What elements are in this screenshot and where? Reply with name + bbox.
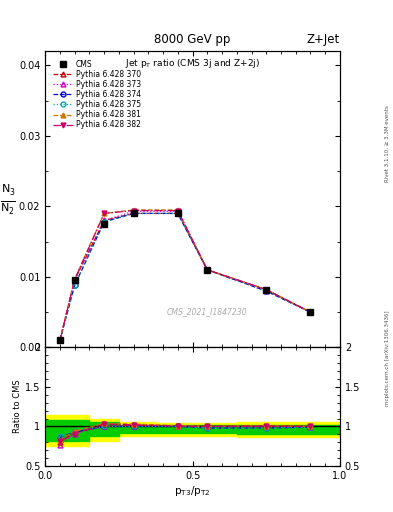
CMS (102, 221, 107, 227)
Pythia 6.428 381 (176, 207, 180, 213)
Pythia 6.428 381 (205, 267, 210, 273)
Pythia 6.428 370 (308, 309, 313, 315)
Pythia 6.428 375 (308, 309, 313, 315)
Pythia 6.428 373 (72, 276, 77, 283)
Pythia 6.428 370 (102, 218, 107, 224)
Pythia 6.428 382 (176, 207, 180, 214)
Pythia 6.428 374 (131, 210, 136, 217)
Line: Pythia 6.428 382: Pythia 6.428 382 (57, 208, 313, 343)
Pythia 6.428 374 (205, 267, 210, 273)
Pythia 6.428 373 (176, 208, 180, 215)
Pythia 6.428 375 (176, 210, 180, 217)
Text: CMS_2021_I1847230: CMS_2021_I1847230 (167, 307, 248, 316)
Line: Pythia 6.428 375: Pythia 6.428 375 (57, 211, 313, 343)
Pythia 6.428 375 (205, 267, 210, 273)
Line: Pythia 6.428 370: Pythia 6.428 370 (57, 211, 313, 343)
Pythia 6.428 370 (58, 337, 62, 344)
Text: 8000 GeV pp: 8000 GeV pp (154, 33, 231, 46)
Pythia 6.428 374 (58, 337, 62, 343)
CMS (72, 278, 77, 284)
Text: mcplots.cern.ch [arXiv:1306.3436]: mcplots.cern.ch [arXiv:1306.3436] (385, 311, 389, 406)
Pythia 6.428 381 (308, 309, 313, 315)
Line: Pythia 6.428 381: Pythia 6.428 381 (57, 207, 313, 343)
Pythia 6.428 382 (58, 337, 62, 344)
Pythia 6.428 373 (205, 267, 210, 273)
Text: Z+Jet: Z+Jet (307, 33, 340, 46)
Pythia 6.428 373 (264, 288, 269, 294)
Pythia 6.428 382 (72, 276, 77, 283)
Legend: CMS, Pythia 6.428 370, Pythia 6.428 373, Pythia 6.428 374, Pythia 6.428 375, Pyt: CMS, Pythia 6.428 370, Pythia 6.428 373,… (52, 58, 142, 131)
Pythia 6.428 382 (264, 287, 269, 293)
Pythia 6.428 381 (264, 287, 269, 293)
Pythia 6.428 373 (58, 337, 62, 343)
CMS (176, 210, 180, 217)
Pythia 6.428 382 (131, 207, 136, 214)
Pythia 6.428 374 (264, 288, 269, 294)
Pythia 6.428 370 (264, 287, 269, 293)
Pythia 6.428 375 (72, 282, 77, 288)
X-axis label: $\mathregular{p_{T3}/p_{T2}}$: $\mathregular{p_{T3}/p_{T2}}$ (174, 483, 211, 498)
Y-axis label: $\mathregular{N_3^{ }}$
$\overline{\mathregular{N_2^{ }}}$: $\mathregular{N_3^{ }}$ $\overline{\math… (0, 182, 16, 217)
Y-axis label: Ratio to CMS: Ratio to CMS (13, 380, 22, 434)
Pythia 6.428 375 (131, 210, 136, 217)
Pythia 6.428 374 (72, 282, 77, 288)
Pythia 6.428 381 (58, 337, 62, 344)
CMS (131, 210, 136, 217)
Pythia 6.428 374 (102, 219, 107, 225)
Pythia 6.428 370 (176, 210, 180, 217)
CMS (264, 287, 269, 293)
Pythia 6.428 382 (308, 309, 313, 315)
CMS (308, 309, 313, 315)
Line: Pythia 6.428 373: Pythia 6.428 373 (57, 209, 313, 343)
Line: Pythia 6.428 374: Pythia 6.428 374 (57, 211, 313, 343)
Pythia 6.428 375 (58, 337, 62, 343)
Pythia 6.428 373 (308, 309, 313, 315)
CMS (58, 337, 62, 344)
Text: Jet $\mathregular{p_T}$ ratio (CMS 3j and Z+2j): Jet $\mathregular{p_T}$ ratio (CMS 3j an… (125, 57, 260, 70)
Pythia 6.428 375 (102, 219, 107, 225)
Pythia 6.428 373 (131, 208, 136, 215)
CMS (205, 267, 210, 273)
Pythia 6.428 370 (131, 210, 136, 217)
Pythia 6.428 381 (102, 210, 107, 217)
Pythia 6.428 375 (264, 288, 269, 294)
Line: CMS: CMS (57, 210, 313, 343)
Pythia 6.428 381 (72, 276, 77, 282)
Text: Rivet 3.1.10, ≥ 3.3M events: Rivet 3.1.10, ≥ 3.3M events (385, 105, 389, 182)
Pythia 6.428 382 (205, 267, 210, 273)
Pythia 6.428 373 (102, 218, 107, 224)
Pythia 6.428 374 (176, 210, 180, 217)
Pythia 6.428 370 (205, 267, 210, 273)
Pythia 6.428 382 (102, 210, 107, 217)
Pythia 6.428 381 (131, 207, 136, 213)
Pythia 6.428 374 (308, 309, 313, 315)
Pythia 6.428 370 (72, 276, 77, 283)
